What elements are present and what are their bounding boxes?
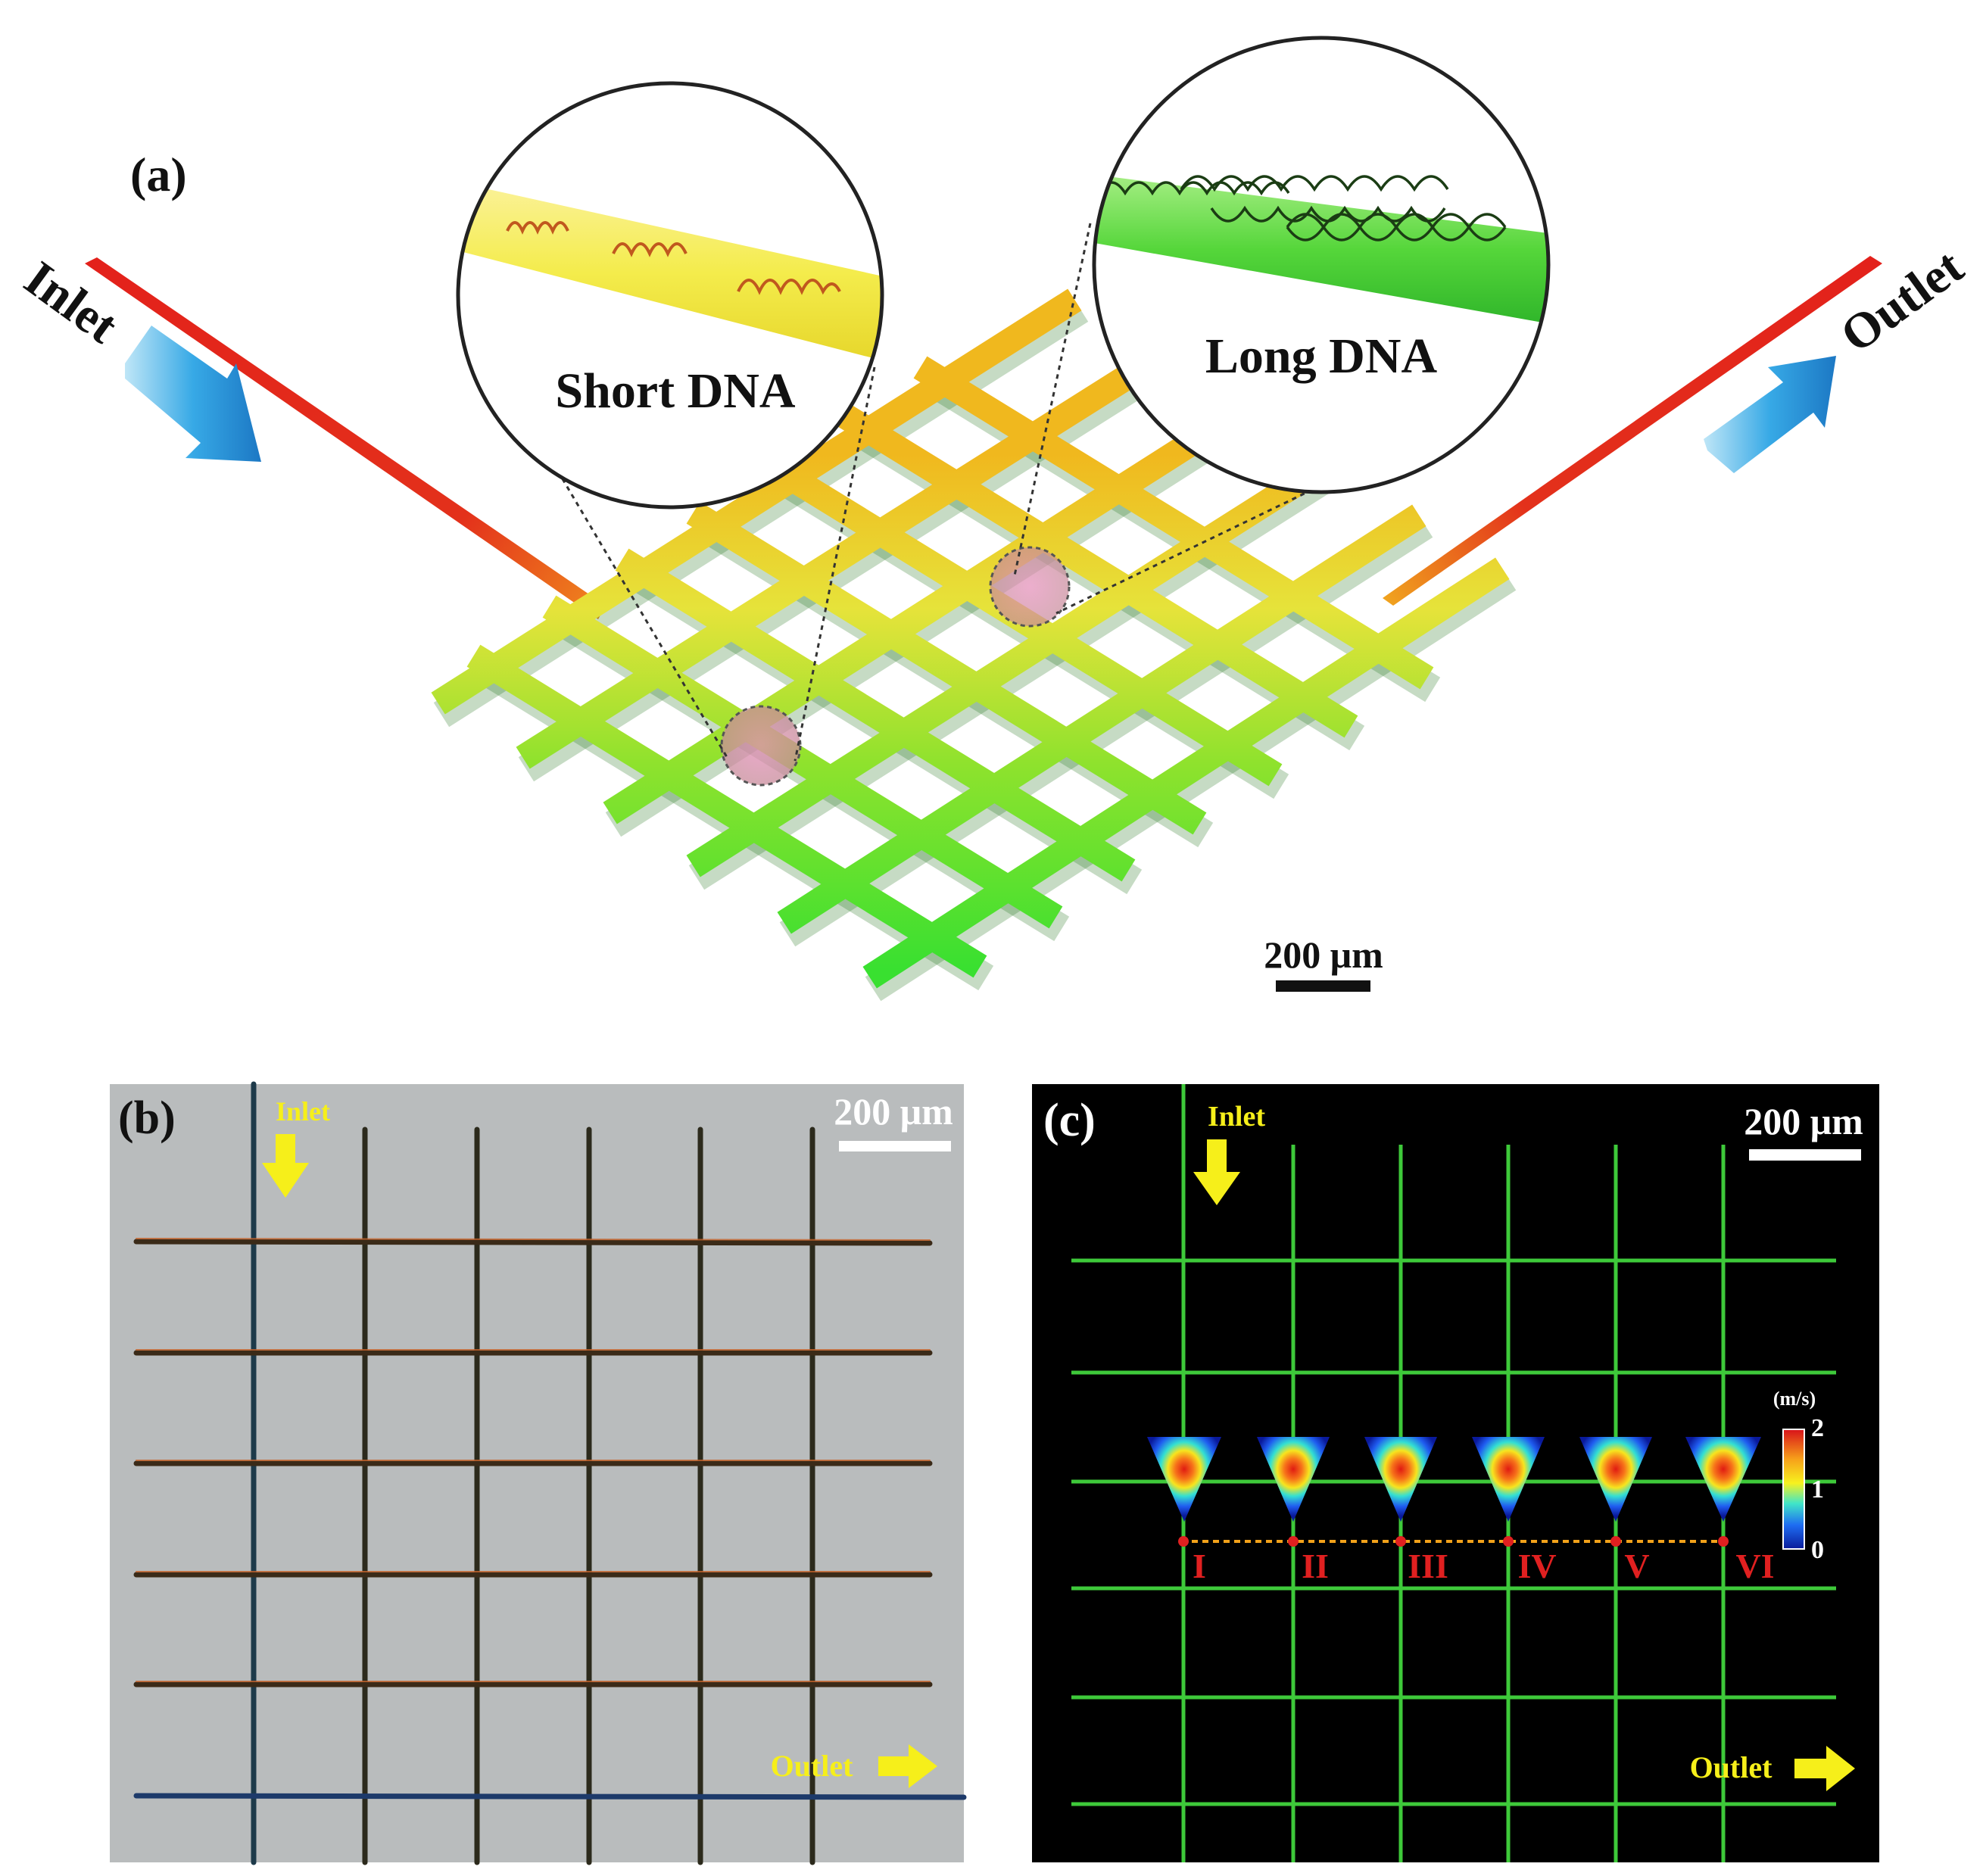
- panel-c: [1032, 1084, 1879, 1862]
- scale-label-b: 200 μm: [834, 1090, 953, 1133]
- outlet-arrow-icon-b: [878, 1744, 937, 1788]
- colorbar-tick-max: 2: [1811, 1414, 1824, 1442]
- section-label: II: [1302, 1547, 1329, 1585]
- long-dna-label: Long DNA: [1205, 329, 1438, 384]
- section-markers: [1178, 1536, 1729, 1547]
- panel-a-tag: (a): [130, 148, 187, 201]
- inlet-arrow-icon: [125, 326, 261, 462]
- panel-c-image: [1032, 1084, 1879, 1862]
- velocity-profiles: [1147, 1437, 1761, 1522]
- scale-bar-b: [839, 1141, 951, 1151]
- section-labels: I II III IV V VI: [1193, 1547, 1775, 1585]
- colorbar-tick-mid: 1: [1811, 1476, 1824, 1504]
- outlet-channel: [1383, 256, 1882, 606]
- velocity-profile-6: [1685, 1437, 1761, 1522]
- colorbar-unit: (m/s): [1773, 1388, 1816, 1410]
- velocity-profile-5: [1579, 1437, 1652, 1522]
- long-dna-magnifier: [1092, 36, 1551, 494]
- colorbar-tick-min: 0: [1811, 1536, 1824, 1564]
- scale-label-a: 200 μm: [1264, 933, 1383, 976]
- panel-b-image: [110, 1084, 964, 1862]
- scale-bar-a: [1276, 980, 1370, 992]
- section-label: I: [1193, 1547, 1206, 1585]
- section-label: III: [1408, 1547, 1448, 1585]
- outlet-arrow-icon: [1704, 356, 1836, 473]
- long-dna-spot: [989, 546, 1071, 628]
- inlet-arrow-icon-b: [262, 1134, 309, 1198]
- inlet-label-c: Inlet: [1208, 1101, 1265, 1133]
- scale-label-c: 200 μm: [1744, 1100, 1863, 1142]
- scale-bar-c: [1749, 1149, 1861, 1161]
- outlet-label-b: Outlet: [771, 1749, 854, 1783]
- velocity-profile-3: [1364, 1437, 1437, 1522]
- inlet-arrow-icon-c: [1193, 1139, 1240, 1205]
- colorbar: [1782, 1429, 1805, 1550]
- short-dna-spot: [720, 705, 802, 787]
- outlet-label: Outlet: [1831, 238, 1973, 363]
- outlet-arrow-icon-c: [1794, 1746, 1855, 1791]
- velocity-profile-2: [1257, 1437, 1330, 1522]
- panel-b-tag: (b): [118, 1092, 176, 1144]
- short-dna-magnifier: [456, 81, 884, 510]
- panel-b: [110, 1081, 967, 1865]
- section-label: VI: [1735, 1547, 1774, 1585]
- outlet-label-c: Outlet: [1690, 1750, 1773, 1784]
- inlet-label: Inlet: [14, 251, 128, 354]
- section-label: V: [1624, 1547, 1649, 1585]
- panel-a: [85, 36, 1882, 1002]
- inlet-channel: [85, 257, 606, 619]
- velocity-profile-4: [1472, 1437, 1545, 1522]
- channel-lattice: [431, 288, 1517, 1002]
- panel-c-tag: (c): [1043, 1095, 1096, 1146]
- velocity-profile-1: [1147, 1437, 1221, 1522]
- section-label: IV: [1517, 1547, 1556, 1585]
- inlet-label-b: Inlet: [276, 1096, 330, 1127]
- panel-b-grid: [133, 1081, 967, 1865]
- short-dna-label: Short DNA: [555, 363, 796, 419]
